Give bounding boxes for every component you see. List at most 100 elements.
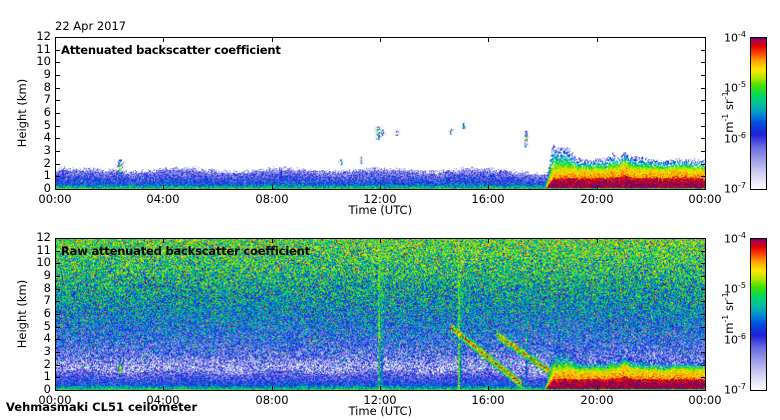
x-tick-label: 00:00 — [688, 192, 722, 206]
backscatter-heatmap-bottom — [56, 239, 705, 390]
y-tick-label: 11 — [36, 42, 51, 56]
y-tick — [55, 62, 60, 63]
y-axis-title: Height (km) — [15, 78, 29, 147]
x-tick-top — [380, 37, 381, 42]
y-tick-right — [701, 390, 706, 391]
y-tick-label: 11 — [36, 243, 51, 257]
plot-area-bottom — [55, 238, 706, 391]
colorbar-tick-label: 10-4 — [724, 29, 746, 45]
x-tick-top — [163, 238, 164, 243]
y-tick-label: 6 — [43, 306, 51, 320]
colorbar-tick-label: 10-7 — [724, 180, 746, 196]
y-tick-label: 8 — [43, 281, 51, 295]
y-tick-label: 10 — [36, 54, 51, 68]
y-tick-label: 5 — [43, 319, 51, 333]
y-tick-right — [701, 251, 706, 252]
y-tick-right — [701, 37, 706, 38]
panel-title-bottom: Raw attenuated backscatter coefficient — [61, 244, 310, 258]
y-tick-label: 9 — [43, 268, 51, 282]
x-tick-label: 04:00 — [146, 393, 180, 407]
x-tick-label: 12:00 — [363, 192, 397, 206]
x-tick-label: 20:00 — [580, 393, 614, 407]
colorbar-bottom: 10-4 10-5 10-6 10-7 — [724, 231, 767, 397]
y-tick — [55, 301, 60, 302]
x-tick-top — [705, 238, 706, 243]
colorbar-tick-label: 10-7 — [724, 381, 746, 397]
colorbar-tick-label: 10-6 — [724, 130, 746, 146]
y-tick-label: 8 — [43, 80, 51, 94]
y-tick — [55, 289, 60, 290]
x-tick — [272, 185, 273, 190]
y-tick-label: 2 — [43, 156, 51, 170]
station-footer: Vehmasmaki CL51 ceilometer — [6, 400, 198, 414]
x-tick-top — [272, 37, 273, 42]
x-tick — [488, 185, 489, 190]
colorbar-gradient-bottom — [751, 239, 766, 390]
x-tick — [380, 386, 381, 391]
x-tick-top — [55, 238, 56, 243]
y-tick — [55, 352, 60, 353]
y-tick-right — [701, 238, 706, 239]
y-tick — [55, 151, 60, 152]
colorbar-unit-label: m-1 sr-1 — [721, 291, 736, 334]
y-tick — [55, 126, 60, 127]
x-tick-top — [55, 37, 56, 42]
x-tick — [380, 185, 381, 190]
x-tick-top — [488, 238, 489, 243]
x-tick-label: 12:00 — [363, 393, 397, 407]
y-tick-label: 0 — [43, 181, 51, 195]
x-tick — [55, 386, 56, 391]
y-tick-right — [701, 352, 706, 353]
colorbar-tick-label: 10-5 — [724, 79, 746, 95]
x-axis-title: Time (UTC) — [348, 404, 413, 418]
y-tick-right — [701, 189, 706, 190]
y-tick-label: 1 — [43, 369, 51, 383]
x-tick-label: 08:00 — [255, 192, 289, 206]
y-tick-right — [701, 100, 706, 101]
y-tick — [55, 377, 60, 378]
x-tick-label: 16:00 — [471, 393, 505, 407]
y-tick-right — [701, 314, 706, 315]
y-tick-right — [701, 339, 706, 340]
y-tick — [55, 276, 60, 277]
y-tick — [55, 390, 60, 391]
x-axis-title: Time (UTC) — [348, 203, 413, 217]
x-tick-label: 00:00 — [38, 192, 72, 206]
colorbar-top: 10-4 10-5 10-6 10-7 — [724, 30, 767, 196]
y-tick-right — [701, 365, 706, 366]
date-label: 22 Apr 2017 — [55, 19, 127, 33]
y-tick — [55, 314, 60, 315]
y-tick-label: 4 — [43, 130, 51, 144]
x-tick-top — [272, 238, 273, 243]
y-tick — [55, 88, 60, 89]
x-tick-top — [488, 37, 489, 42]
y-tick — [55, 138, 60, 139]
x-tick-label: 00:00 — [38, 393, 72, 407]
y-tick-label: 3 — [43, 344, 51, 358]
y-tick-right — [701, 138, 706, 139]
panel-raw-attenuated-backscatter: Raw attenuated backscatter coefficient — [55, 238, 706, 391]
x-tick-top — [380, 238, 381, 243]
x-tick-top — [705, 37, 706, 42]
x-tick-top — [597, 37, 598, 42]
x-tick — [488, 386, 489, 391]
y-tick — [55, 176, 60, 177]
x-tick-top — [597, 238, 598, 243]
y-tick-right — [701, 289, 706, 290]
y-tick-label: 6 — [43, 105, 51, 119]
backscatter-heatmap-top — [56, 38, 705, 189]
panel-attenuated-backscatter: Attenuated backscatter coefficient — [55, 37, 706, 190]
y-tick-right — [701, 176, 706, 177]
y-tick-label: 0 — [43, 382, 51, 396]
y-tick-label: 12 — [36, 29, 51, 43]
y-tick — [55, 113, 60, 114]
y-tick-right — [701, 164, 706, 165]
x-tick-label: 04:00 — [146, 192, 180, 206]
x-tick-top — [163, 37, 164, 42]
y-tick-right — [701, 126, 706, 127]
colorbar-gradient-top — [751, 38, 766, 189]
y-tick-label: 2 — [43, 357, 51, 371]
y-tick-right — [701, 62, 706, 63]
x-tick — [272, 386, 273, 391]
